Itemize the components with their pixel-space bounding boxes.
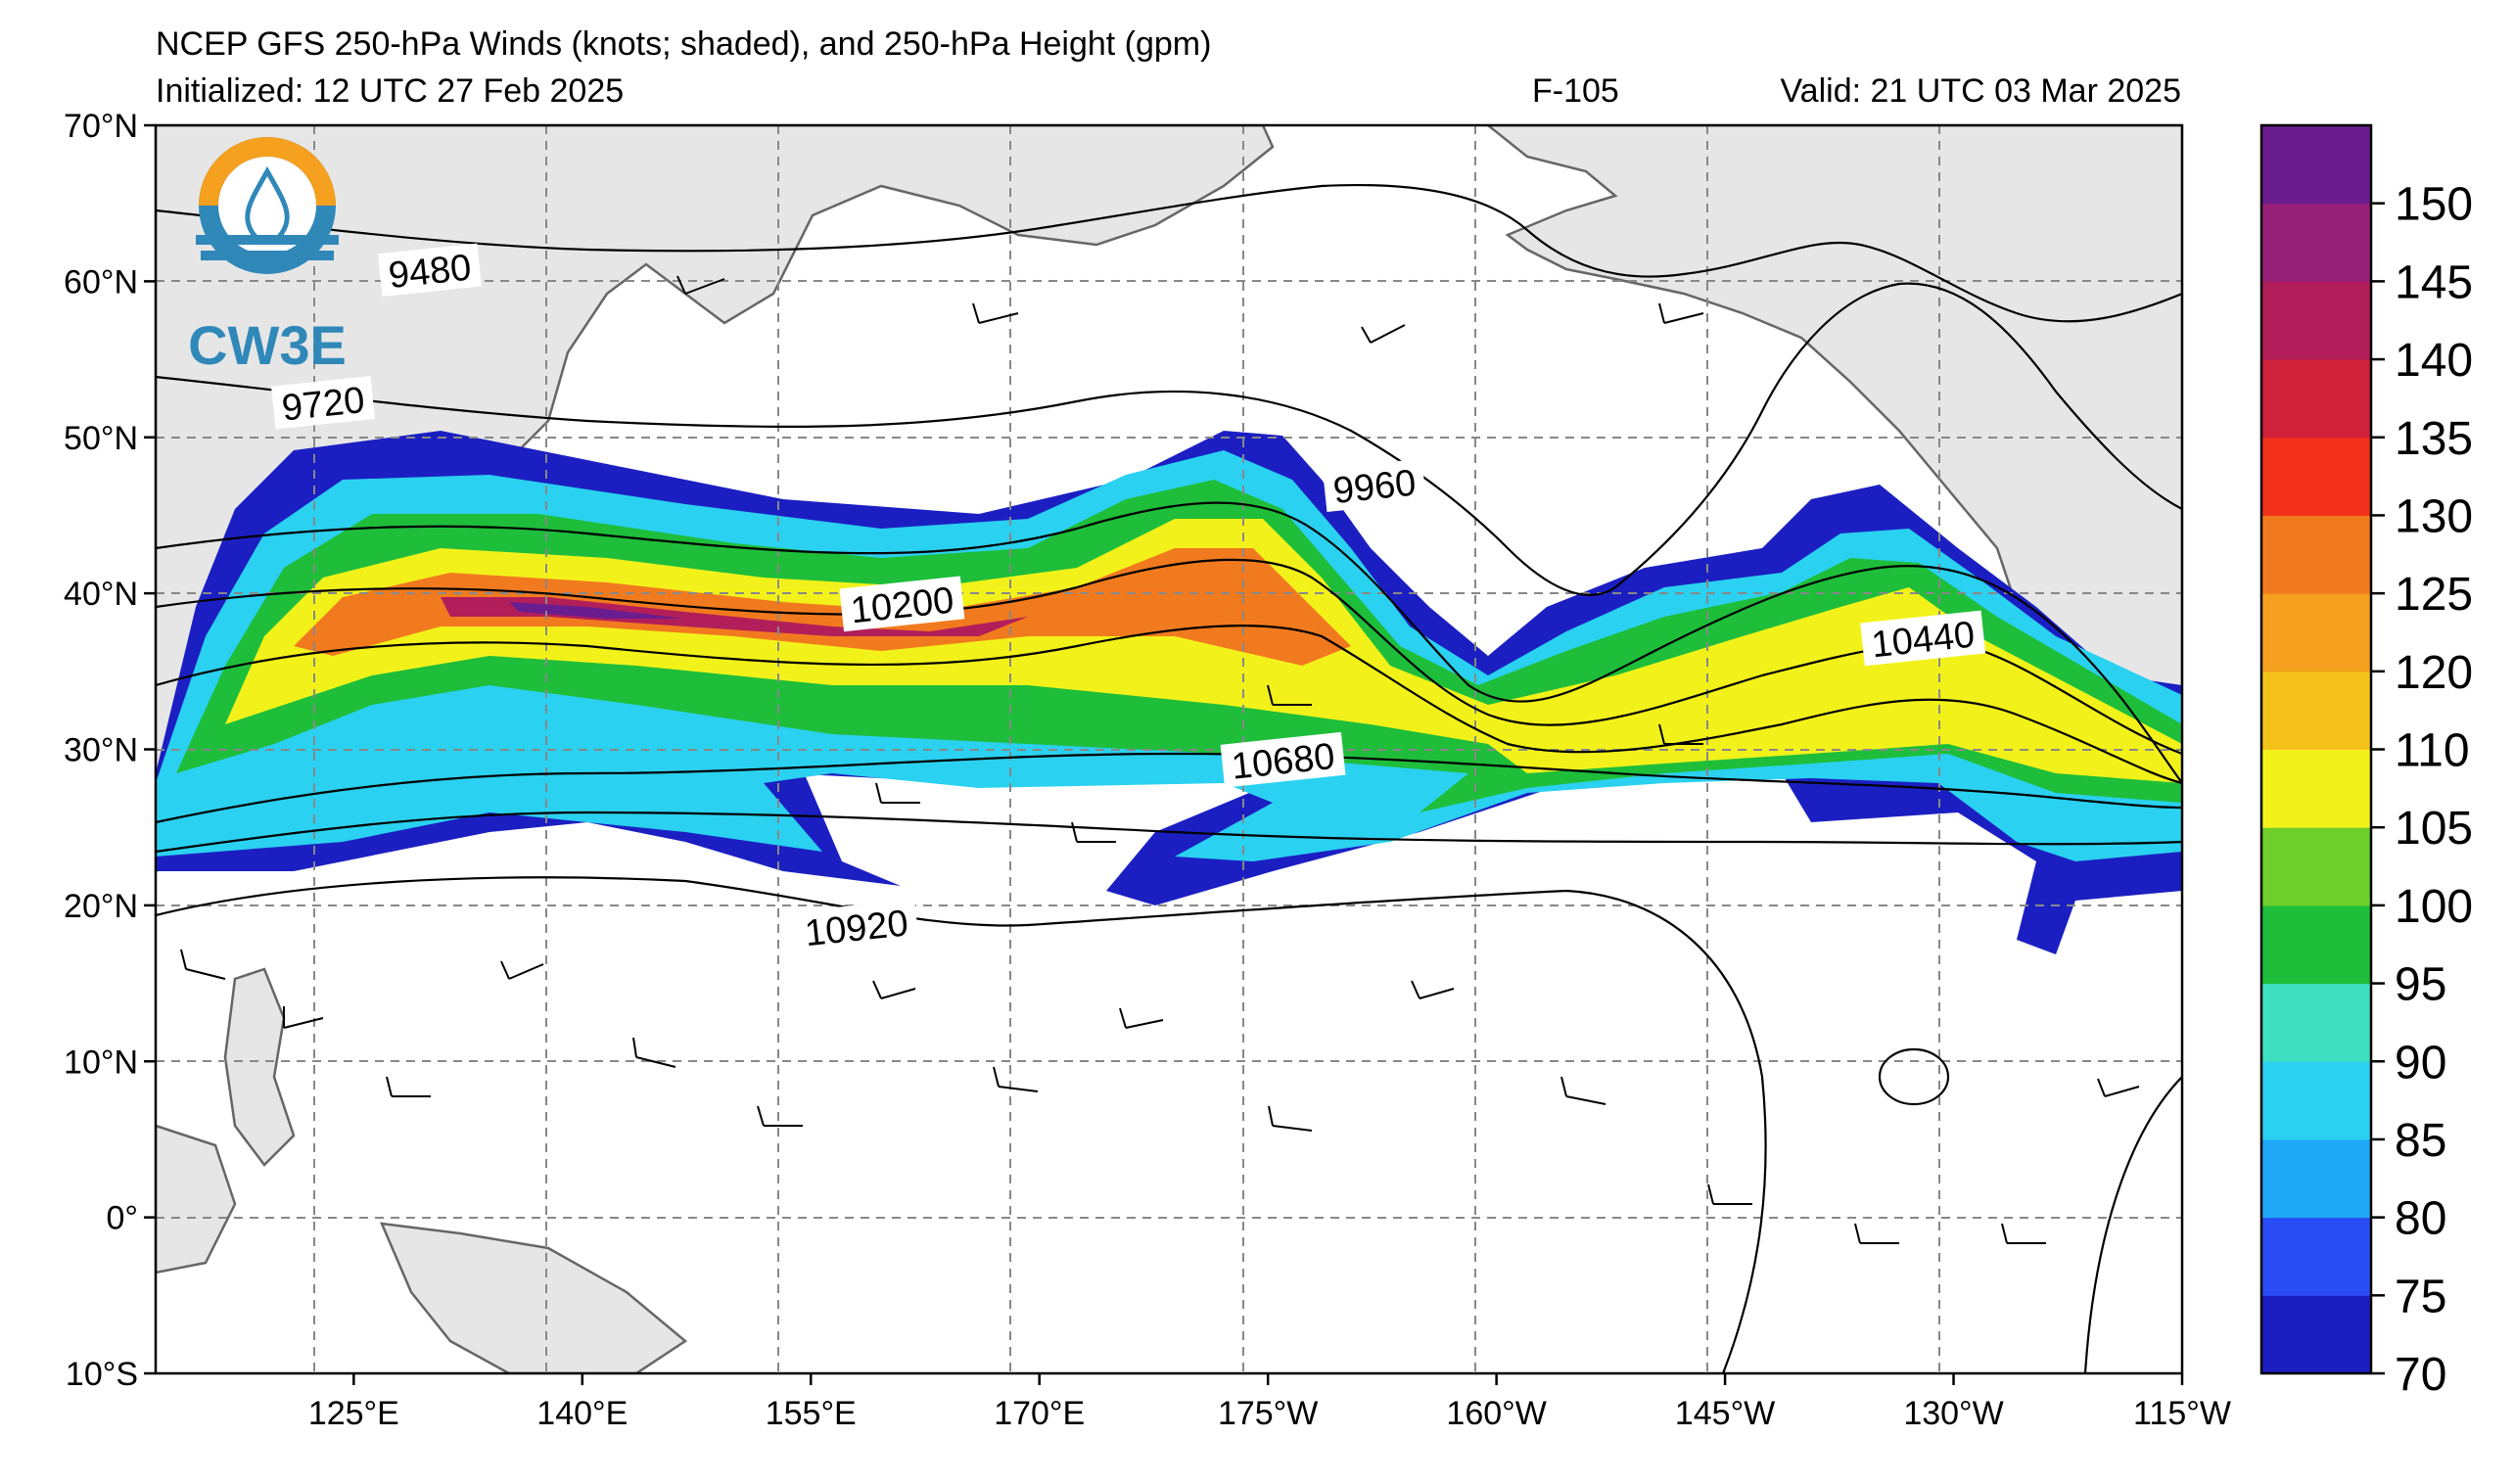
lon-tick-label: 175°W [1218, 1395, 1318, 1432]
land-borneo [156, 1124, 237, 1275]
colorbar-segment [2261, 359, 2371, 439]
lat-tick-label: 20°N [64, 888, 138, 925]
lat-tick-label: 70°N [64, 108, 138, 145]
initialized-time: Initialized: 12 UTC 27 Feb 2025 [156, 72, 624, 110]
colorbar-tick-label: 130 [2395, 490, 2473, 542]
contour-label-text: 9480 [387, 248, 473, 298]
colorbar-segment [2261, 515, 2371, 594]
cw3e-logo: CW3E [188, 137, 347, 376]
colorbar-tick-label: 120 [2395, 647, 2473, 699]
logo-text: CW3E [188, 314, 347, 376]
colorbar-tick-label: 140 [2395, 335, 2473, 387]
colorbar-segment [2261, 1138, 2371, 1219]
lon-tick-label: 115°W [2133, 1395, 2231, 1432]
lon-tick-label: 140°E [536, 1395, 628, 1432]
lon-tick-label: 155°E [766, 1395, 857, 1432]
lat-tick-label: 60°N [64, 263, 138, 301]
colorbar-segment [2261, 1061, 2371, 1140]
contour-label-text: 10920 [2183, 1124, 2242, 1232]
colorbar-tick-label: 135 [2395, 413, 2473, 465]
land-philippines [223, 967, 296, 1167]
colorbar-tick-label: 75 [2395, 1271, 2446, 1322]
colorbar-tick-label: 90 [2395, 1037, 2446, 1089]
colorbar-tick-label: 70 [2395, 1349, 2446, 1401]
lat-tick-labels: 70°N 60°N 50°N 40°N 30°N 20°N 10°N 0° 10°S [64, 108, 156, 1393]
lon-tick-label: 125°E [308, 1395, 399, 1432]
colorbar-segment [2261, 203, 2371, 282]
colorbar-segment [2261, 983, 2371, 1062]
contour-label: 10680 [1220, 731, 1346, 788]
gridlines [156, 125, 2182, 1373]
contour-label: 9480 [377, 243, 482, 298]
lon-tick-label: 160°W [1446, 1395, 1546, 1432]
colorbar-segment [2261, 125, 2371, 205]
contour-label: 9720 [270, 376, 376, 430]
colorbar-tick-label: 110 [2395, 725, 2470, 777]
forecast-hour: F-105 [1532, 72, 1619, 110]
lon-tick-label: 170°E [994, 1395, 1085, 1432]
contour-label: 10920 [2178, 1114, 2242, 1242]
chart-title: NCEP GFS 250-hPa Winds (knots; shaded), … [156, 25, 1211, 63]
lon-tick-label: 145°W [1675, 1395, 1775, 1432]
lat-tick-label: 10°N [64, 1043, 138, 1081]
colorbar-tick-label: 150 [2395, 179, 2473, 231]
colorbar-segment [2261, 749, 2371, 828]
colorbar-segment [2261, 281, 2371, 360]
shade-150kt [509, 602, 685, 619]
lon-tick-labels: 125°E 140°E 155°E 170°E 175°W 160°W 145°W 130°W… [308, 1373, 2231, 1432]
colorbar-segment [2261, 593, 2371, 672]
colorbar-tick-label: 105 [2395, 803, 2473, 855]
colorbar-segment [2261, 827, 2371, 906]
lat-tick-label: 40°N [64, 576, 138, 613]
lat-tick-label: 0° [106, 1200, 138, 1237]
wind-barbs [180, 275, 2140, 1244]
colorbar-tick-label: 95 [2395, 959, 2446, 1011]
shade-125kt [294, 548, 1351, 666]
colorbar-tick-label: 80 [2395, 1193, 2446, 1245]
lon-tick-label: 130°W [1903, 1395, 2003, 1432]
colorbar-segment [2261, 904, 2371, 985]
shade-110kt [225, 519, 2182, 783]
lat-tick-label: 50°N [64, 420, 138, 457]
colorbar-segment [2261, 437, 2371, 516]
lat-tick-label: 30°N [64, 732, 138, 769]
valid-time: Valid: 21 UTC 03 Mar 2025 [1781, 72, 2181, 110]
colorbar-segment [2261, 671, 2371, 750]
wind-speed-shading [156, 431, 2182, 954]
colorbar-segment [2261, 1217, 2371, 1296]
colorbar-tick-label: 125 [2395, 569, 2473, 621]
colorbar-segment [2261, 1295, 2371, 1374]
colorbar-tick-label: 100 [2395, 881, 2473, 933]
colorbar-tick-label: 145 [2395, 256, 2473, 308]
contour-label-text: 9720 [280, 380, 366, 430]
colorbar: 70 75 80 85 90 95 100 105 110 120 125 130 135 140 145 1… [2259, 123, 2473, 1401]
contour-label-text: 9960 [1331, 462, 1418, 512]
logo-sun-arc-icon [199, 137, 336, 206]
lat-tick-label: 10°S [66, 1356, 138, 1393]
land-new-guinea [379, 1222, 688, 1373]
contour-label: 10200 [839, 576, 965, 631]
contour-label: 9960 [1322, 458, 1426, 512]
colorbar-tick-label: 85 [2395, 1115, 2446, 1167]
